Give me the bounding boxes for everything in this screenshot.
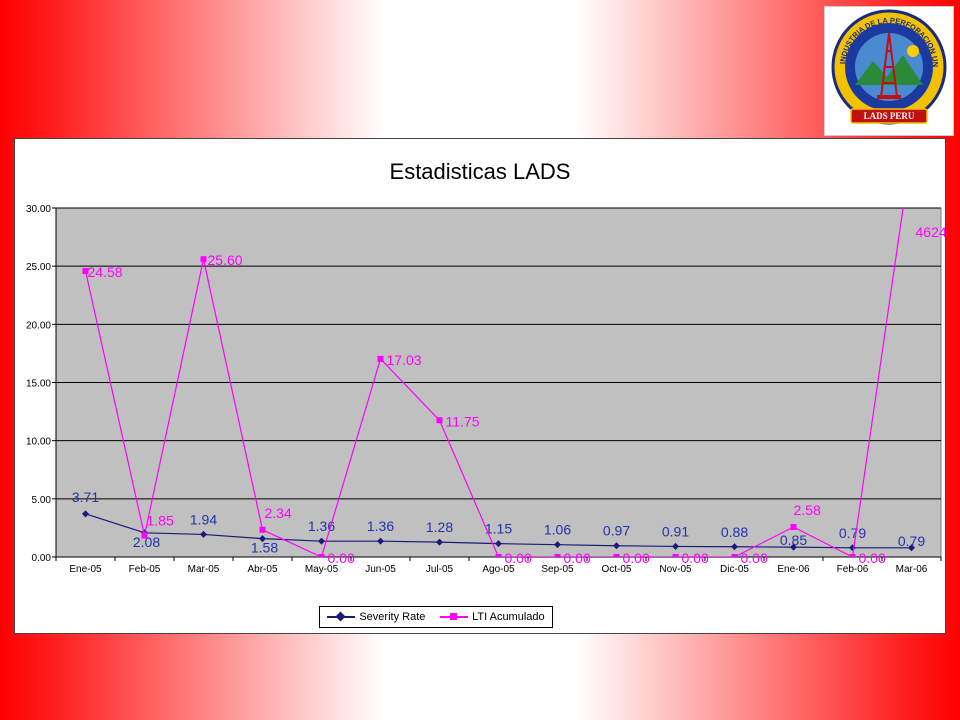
data-label: 0.79 (898, 533, 925, 549)
data-label: 0.00 (505, 550, 532, 566)
x-tick-label: Ene-06 (777, 564, 810, 575)
x-tick-label: Mar-05 (188, 564, 220, 575)
data-point (850, 554, 856, 560)
data-label: 2.58 (794, 502, 821, 518)
data-point (142, 532, 148, 538)
data-label: 0.91 (662, 523, 689, 539)
logo-seal-icon: INDUSTRIA DE LA PERFORACION UNIDA POR LA… (825, 7, 953, 135)
chart-frame: 0.00 5.00 10.00 15.00 20.00 25.00 30.00 Ene-05 F… (14, 138, 946, 634)
chart-title: Estadisticas LADS (15, 159, 945, 185)
y-tick-label: 30.00 (26, 204, 51, 215)
data-point (555, 554, 561, 560)
data-label: 0.85 (780, 532, 807, 548)
data-label: 1.58 (251, 540, 278, 556)
data-point (496, 554, 502, 560)
data-label: 11.75 (446, 413, 480, 429)
y-tick-label: 0.00 (32, 553, 52, 564)
legend-swatch-severity-rate (327, 612, 355, 622)
company-logo: INDUSTRIA DE LA PERFORACION UNIDA POR LA… (824, 6, 954, 136)
data-label: 1.94 (190, 511, 217, 527)
data-label: 0.00 (623, 550, 650, 566)
data-label: 1.06 (544, 522, 571, 538)
x-tick-label: Feb-05 (129, 564, 161, 575)
y-tick-label: 20.00 (26, 320, 51, 331)
x-tick-label: Mar-06 (896, 564, 928, 575)
data-label: 0.97 (603, 523, 630, 539)
y-tick-label: 15.00 (26, 379, 51, 390)
line-chart: 0.00 5.00 10.00 15.00 20.00 25.00 30.00 Ene-05 F… (15, 139, 945, 633)
legend-swatch-lti-acumulado (440, 612, 468, 622)
data-label: 1.28 (426, 519, 453, 535)
data-label: 0.88 (721, 524, 748, 540)
data-point (260, 527, 266, 533)
x-tick-label: Abr-05 (247, 564, 277, 575)
legend-label-lti-acumulado: LTI Acumulado (472, 611, 545, 623)
y-tick-label: 5.00 (32, 495, 52, 506)
data-point (319, 554, 325, 560)
data-label: 24.58 (88, 264, 123, 280)
data-label: 3.71 (72, 489, 99, 505)
legend-label-severity-rate: Severity Rate (359, 611, 425, 623)
data-point (378, 356, 384, 362)
data-label: 0.00 (859, 550, 886, 566)
data-point (791, 524, 797, 530)
x-tick-label: Ene-05 (69, 564, 102, 575)
data-point (437, 417, 443, 423)
data-point (732, 554, 738, 560)
data-label: 17.03 (387, 352, 422, 368)
x-tick-label: Jul-05 (426, 564, 454, 575)
data-point (673, 554, 679, 560)
chart-legend: Severity Rate LTI Acumulado (319, 606, 553, 628)
x-tick-label: Jun-05 (365, 564, 396, 575)
y-tick-label: 25.00 (26, 262, 51, 273)
legend-item-severity-rate: Severity Rate (327, 611, 425, 623)
data-label: 0.00 (564, 550, 591, 566)
svg-text:LADS PERU: LADS PERU (864, 111, 915, 121)
data-label: 2.34 (265, 505, 292, 521)
data-label: 1.36 (367, 518, 394, 534)
data-label: 0.00 (741, 550, 768, 566)
y-tick-label: 10.00 (26, 437, 51, 448)
data-label: 1.85 (147, 512, 174, 528)
data-label: 0.79 (839, 525, 866, 541)
data-label: 25.60 (208, 252, 243, 268)
legend-item-lti-acumulado: LTI Acumulado (440, 611, 545, 623)
data-label: 4624.14 (916, 224, 946, 240)
data-point (201, 256, 207, 262)
data-label: 0.00 (682, 550, 709, 566)
data-point (614, 554, 620, 560)
data-label: 0.00 (328, 550, 355, 566)
